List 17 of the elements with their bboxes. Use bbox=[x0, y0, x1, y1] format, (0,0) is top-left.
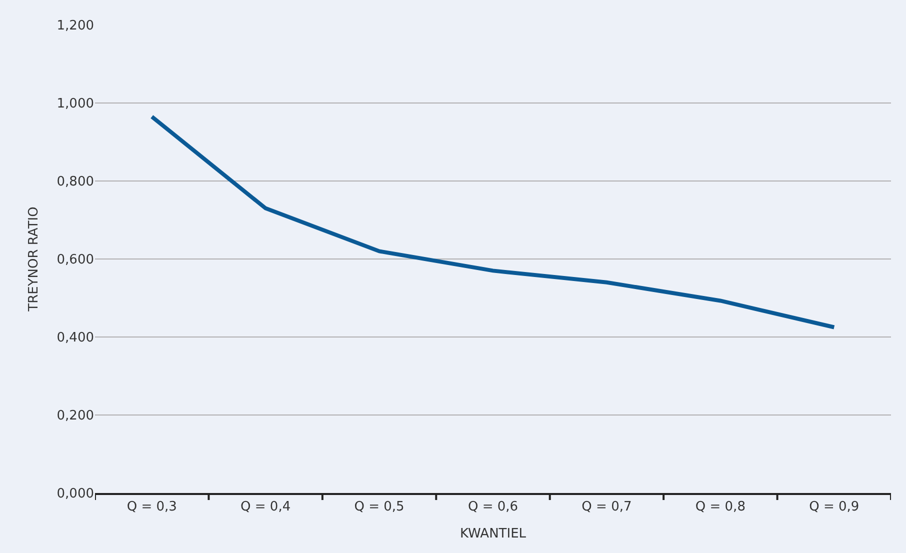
x-tick-label: Q = 0,3 bbox=[126, 500, 177, 515]
y-axis-title: TREYNOR RATIO bbox=[26, 206, 42, 312]
x-axis-title: KWANTIEL bbox=[460, 526, 527, 542]
line-series bbox=[150, 114, 836, 330]
y-tick-label: 0,400 bbox=[56, 330, 94, 346]
y-tick-label: 0,000 bbox=[56, 486, 94, 502]
x-tick-label: Q = 0,8 bbox=[695, 500, 746, 515]
y-tick-label: 0,200 bbox=[56, 408, 94, 424]
y-tick-label: 0,600 bbox=[56, 252, 94, 268]
y-tick-label: 1,000 bbox=[56, 96, 94, 112]
y-tick-label: 0,800 bbox=[56, 174, 94, 190]
x-tick-label: Q = 0,7 bbox=[582, 500, 632, 515]
x-tick-label: Q = 0,5 bbox=[354, 500, 404, 515]
x-tick-label: Q = 0,9 bbox=[809, 500, 860, 515]
y-tick-label: 1,200 bbox=[56, 18, 94, 34]
x-tick-label: Q = 0,4 bbox=[240, 500, 291, 515]
x-tick-label: Q = 0,6 bbox=[468, 500, 518, 515]
